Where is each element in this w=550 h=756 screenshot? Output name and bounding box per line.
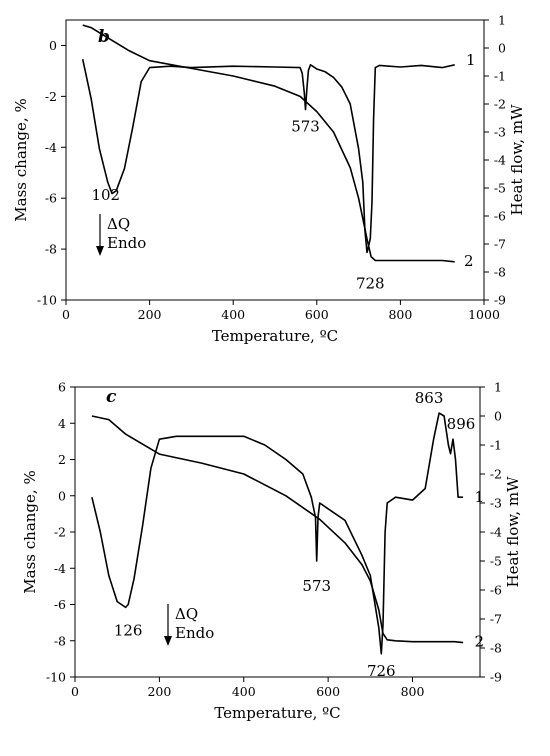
x-tick-label: 600 [316, 684, 340, 699]
y-left-axis-label: Mass change, % [12, 98, 30, 221]
y-left-tick-label: -6 [54, 597, 66, 612]
annotation-label: 863 [415, 389, 444, 407]
chart-panel-b: 0 200 400 600 800 1000-10-8-6-4-20-9-8-7-6-5-… [12, 13, 526, 346]
annotation-label: 1 [474, 488, 484, 506]
y-right-tick-label: 0 [494, 409, 502, 424]
y-right-tick-label: -6 [494, 209, 506, 224]
y-right-tick-label: -8 [490, 641, 502, 656]
x-tick-label: 800 [401, 684, 425, 699]
y-right-tick-label: -4 [494, 153, 506, 168]
annotation-label: 2 [464, 252, 474, 270]
y-left-tick-label: -10 [46, 670, 66, 685]
y-right-tick-label: -8 [494, 265, 506, 280]
y-left-tick-label: -10 [37, 293, 57, 308]
x-tick-label: 400 [232, 684, 256, 699]
y-right-tick-label: 1 [498, 13, 506, 28]
x-axis-label: Temperature, ºC [214, 704, 340, 722]
y-left-tick-label: -6 [45, 191, 57, 206]
plot-frame [65, 19, 485, 301]
annotation-label: 126 [114, 621, 143, 639]
endo-arrow-head-icon [96, 246, 104, 256]
x-tick-label: 1000 [468, 307, 500, 322]
y-right-tick-label: -9 [490, 670, 502, 685]
endo-label: Endo [107, 234, 146, 252]
y-right-tick-label: -3 [494, 125, 506, 140]
annotation-label: 573 [302, 577, 331, 595]
y-right-tick-label: -3 [490, 496, 502, 511]
y-left-tick-label: 2 [58, 452, 66, 467]
y-left-tick-label: -8 [54, 633, 66, 648]
chart-panel-c: 0 200 400 600 800-10-8-6-4-20246-9-8-7-6-5-4… [21, 380, 522, 723]
y-left-tick-label: 0 [58, 488, 66, 503]
annotation-label: 728 [356, 275, 385, 293]
annotation-label: 1 [466, 51, 476, 69]
annotation-label: 573 [291, 118, 320, 136]
annotation-label: 726 [367, 662, 396, 680]
x-tick-label: 0 [71, 684, 79, 699]
series-line-1 [81, 59, 455, 254]
endo-arrow-head-icon [164, 636, 172, 646]
x-tick-label: 400 [221, 307, 245, 322]
y-left-tick-label: -8 [45, 242, 57, 257]
y-left-tick-label: -2 [54, 525, 66, 540]
y-left-axis-label: Mass change, % [21, 470, 39, 593]
y-right-tick-label: -4 [490, 525, 502, 540]
y-right-tick-label: -6 [490, 583, 502, 598]
y-right-tick-label: -1 [494, 69, 506, 84]
y-left-tick-label: -2 [45, 89, 57, 104]
y-right-tick-label: 1 [494, 380, 502, 395]
series-line-1 [91, 412, 464, 655]
x-tick-label: 600 [305, 307, 329, 322]
y-right-tick-label: -2 [490, 467, 502, 482]
y-right-tick-label: -7 [490, 612, 502, 627]
y-right-axis-label: Heat flow, mW [504, 476, 522, 588]
y-right-tick-label: -5 [494, 181, 506, 196]
x-tick-label: 200 [138, 307, 162, 322]
y-right-tick-label: -9 [494, 293, 506, 308]
annotation-label: 896 [447, 415, 476, 433]
y-right-tick-label: -2 [494, 97, 506, 112]
y-left-tick-label: 6 [58, 380, 66, 395]
y-right-tick-label: -5 [490, 554, 502, 569]
x-tick-label: 200 [147, 684, 171, 699]
x-tick-label: 0 [62, 307, 70, 322]
annotation-label: 102 [91, 186, 120, 204]
y-right-tick-label: -1 [490, 438, 502, 453]
series-line-2 [91, 415, 464, 644]
y-right-tick-label: -7 [494, 237, 506, 252]
panel-label: b [98, 27, 110, 47]
series-line-2 [82, 24, 455, 263]
panel-label: c [106, 387, 117, 407]
y-left-tick-label: 0 [49, 38, 57, 53]
y-left-tick-label: 4 [58, 416, 66, 431]
y-left-tick-label: -4 [54, 561, 66, 576]
y-right-tick-label: 0 [498, 41, 506, 56]
y-left-tick-label: -4 [45, 140, 57, 155]
x-tick-label: 800 [388, 307, 412, 322]
delta-q-label: ΔQ [107, 215, 130, 233]
x-axis-label: Temperature, ºC [212, 327, 338, 345]
annotation-label: 2 [474, 633, 484, 651]
endo-label: Endo [175, 624, 214, 642]
delta-q-label: ΔQ [175, 605, 198, 623]
y-right-axis-label: Heat flow, mW [508, 104, 526, 216]
